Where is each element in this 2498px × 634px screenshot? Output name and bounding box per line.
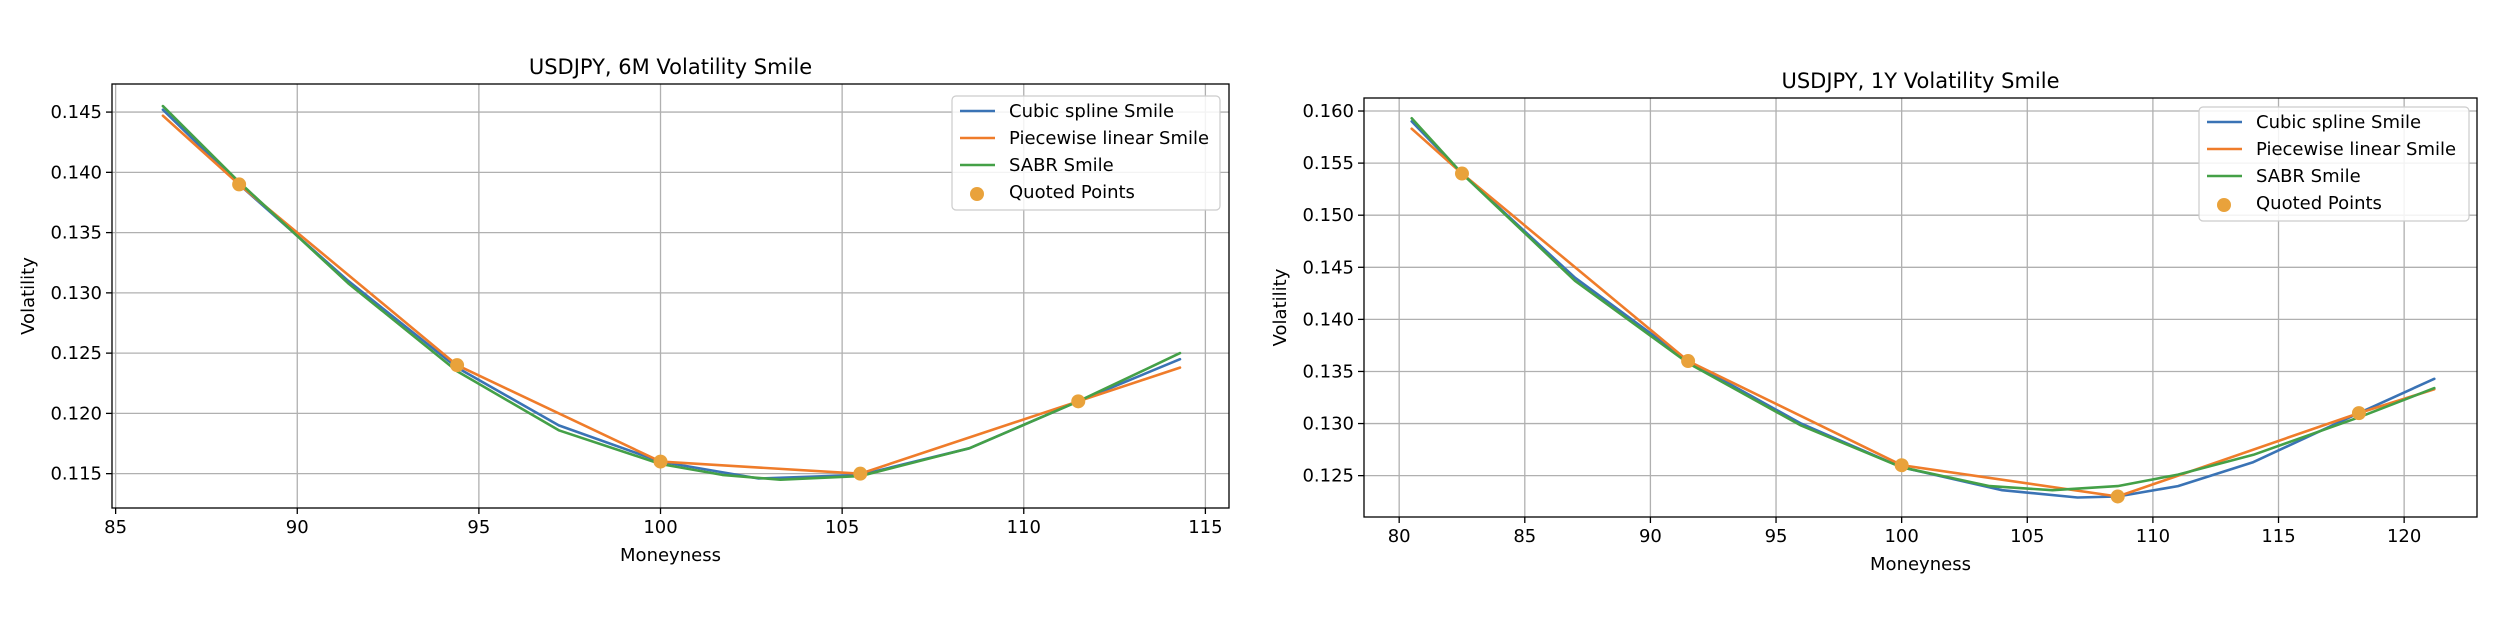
x-tick-label: 110 <box>1007 517 1041 538</box>
x-tick-label: 90 <box>286 517 309 538</box>
x-tick-label: 115 <box>1188 517 1222 538</box>
legend-label: SABR Smile <box>1009 155 1114 176</box>
legend-box <box>951 95 1221 211</box>
series-line-sabr <box>1410 117 2436 492</box>
x-tick-label: 100 <box>1884 526 1918 547</box>
quoted-point <box>2110 489 2125 504</box>
x-tick-label: 90 <box>1639 526 1662 547</box>
series-group <box>161 104 1182 481</box>
plot-frame <box>1363 97 2478 518</box>
legend-box <box>2198 106 2470 222</box>
legend-label: Piecewise linear Smile <box>2256 139 2456 160</box>
x-tick-label: 95 <box>467 517 490 538</box>
x-tick-label: 115 <box>2261 526 2295 547</box>
legend-label: Cubic spline Smile <box>1009 101 1174 122</box>
y-tick-label: 0.150 <box>1302 205 1354 226</box>
quoted-point <box>232 177 247 192</box>
y-tick-label: 0.140 <box>50 162 102 183</box>
y-tick-label: 0.125 <box>50 343 102 364</box>
y-tick-label: 0.145 <box>50 102 102 123</box>
quoted-point <box>1681 354 1696 369</box>
x-tick-label: 85 <box>1513 526 1536 547</box>
y-tick-label: 0.115 <box>50 464 102 485</box>
series-line-cubic <box>1410 120 2436 499</box>
x-tick-label: 80 <box>1388 526 1411 547</box>
y-tick-label: 0.140 <box>1302 309 1354 330</box>
legend: Cubic spline Smile Piecewise linear Smile… <box>2198 106 2470 222</box>
x-tick-label: 105 <box>2010 526 2044 547</box>
legend-label: Quoted Points <box>2256 193 2382 214</box>
legend-label: Cubic spline Smile <box>2256 112 2421 133</box>
quoted-point <box>1071 394 1086 409</box>
chart-panel-0: 85 90 95 100 105 110 115 0.115 0.120 0.125 0.130 0.… <box>18 55 1230 566</box>
x-tick-label: 85 <box>104 517 127 538</box>
x-tick-label: 120 <box>2387 526 2421 547</box>
quoted-point <box>653 454 668 469</box>
y-axis-label: Volatility <box>1270 268 1291 346</box>
y-tick-label: 0.135 <box>50 223 102 244</box>
chart-title: USDJPY, 1Y Volatility Smile <box>1781 69 2059 93</box>
y-tick-label: 0.145 <box>1302 257 1354 278</box>
legend-label: Quoted Points <box>1009 182 1135 203</box>
x-tick-label: 105 <box>825 517 859 538</box>
y-tick-label: 0.130 <box>50 283 102 304</box>
x-tick-label: 95 <box>1765 526 1788 547</box>
y-tick-label: 0.120 <box>50 403 102 424</box>
series-group <box>1410 117 2436 504</box>
series-line-sabr <box>161 104 1182 481</box>
quoted-point <box>450 358 465 373</box>
y-tick-label: 0.125 <box>1302 466 1354 487</box>
y-axis-label: Volatility <box>18 257 39 335</box>
y-tick-label: 0.130 <box>1302 414 1354 435</box>
quoted-point <box>853 466 868 481</box>
x-tick-label: 100 <box>643 517 677 538</box>
quoted-point <box>1894 458 1909 473</box>
quoted-point <box>1454 166 1469 181</box>
y-tick-label: 0.160 <box>1302 101 1354 122</box>
x-axis-label: Moneyness <box>620 545 721 566</box>
y-tick-label: 0.155 <box>1302 153 1354 174</box>
legend-swatch-marker <box>970 187 984 201</box>
y-tick-label: 0.135 <box>1302 361 1354 382</box>
legend-swatch-marker <box>2217 198 2231 212</box>
x-tick-label: 110 <box>2136 526 2170 547</box>
plot-frame <box>111 83 1230 509</box>
quoted-point <box>2351 406 2366 421</box>
chart-title: USDJPY, 6M Volatility Smile <box>529 55 812 79</box>
x-axis-label: Moneyness <box>1870 554 1971 575</box>
legend-label: Piecewise linear Smile <box>1009 128 1209 149</box>
legend-label: SABR Smile <box>2256 166 2361 187</box>
legend: Cubic spline Smile Piecewise linear Smile… <box>951 95 1221 211</box>
chart-panel-1: 80 85 90 95 100 105 110 115 120 0.125 0.130 0.135 0.… <box>1270 69 2478 575</box>
